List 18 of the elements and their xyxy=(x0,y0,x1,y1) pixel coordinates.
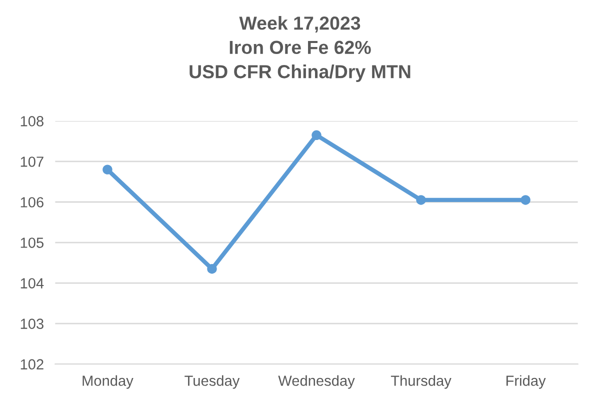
x-tick-label: Tuesday xyxy=(184,375,240,389)
x-tick-label: Monday xyxy=(82,375,134,389)
y-tick-label: 107 xyxy=(20,156,44,167)
point xyxy=(207,264,217,274)
point xyxy=(416,195,426,205)
point xyxy=(102,164,112,174)
y-tick-label: 105 xyxy=(20,238,44,248)
x-tick-label: Thursday xyxy=(390,375,452,389)
chart-title: Week 17,2023 Iron Ore Fe 62% USD CFR China/Dry MTN xyxy=(190,16,410,82)
y-tick-label: 103 xyxy=(20,318,44,329)
point xyxy=(312,130,322,140)
x-tick-label: Friday xyxy=(506,375,546,389)
y-tick-label: 102 xyxy=(20,359,44,370)
y-tick-label: 108 xyxy=(20,116,44,126)
x-tick-label: Wednesday xyxy=(278,375,355,389)
y-tick-label: 104 xyxy=(20,278,44,288)
point xyxy=(520,195,530,205)
y-tick-label: 106 xyxy=(20,197,44,208)
